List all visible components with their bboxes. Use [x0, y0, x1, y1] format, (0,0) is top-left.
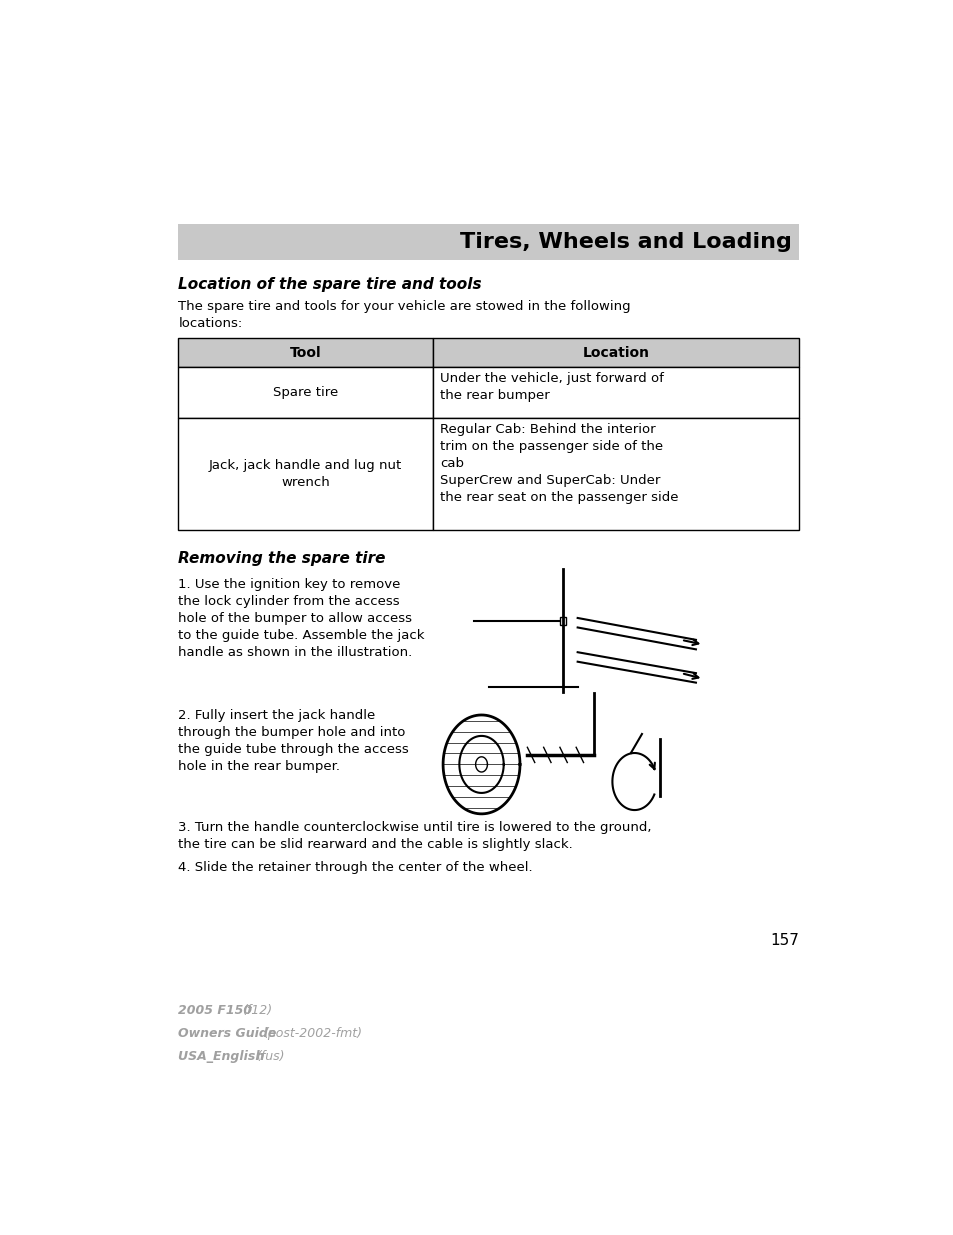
Text: Owners Guide: Owners Guide	[178, 1026, 281, 1040]
Bar	[178, 367, 433, 419]
Text: 2005 F150: 2005 F150	[178, 1004, 256, 1018]
Bar	[178, 338, 433, 367]
Text: (f12): (f12)	[241, 1004, 272, 1018]
Bar	[433, 367, 799, 419]
Text: 1. Use the ignition key to remove
the lock cylinder from the access
hole of the : 1. Use the ignition key to remove the lo…	[178, 578, 424, 659]
Text: The spare tire and tools for your vehicle are stowed in the following
locations:: The spare tire and tools for your vehicl…	[178, 300, 630, 330]
Bar	[433, 338, 799, 367]
Bar	[178, 225, 799, 261]
Text: (fus): (fus)	[255, 1050, 284, 1062]
Text: Tool: Tool	[290, 346, 321, 359]
Text: Location: Location	[582, 346, 649, 359]
Text: Spare tire: Spare tire	[273, 387, 338, 399]
Bar	[178, 419, 433, 531]
Text: 4. Slide the retainer through the center of the wheel.: 4. Slide the retainer through the center…	[178, 862, 533, 874]
Text: Jack, jack handle and lug nut
wrench: Jack, jack handle and lug nut wrench	[209, 459, 402, 489]
Text: Location of the spare tire and tools: Location of the spare tire and tools	[178, 277, 481, 291]
Text: 3. Turn the handle counterclockwise until tire is lowered to the ground,
the tir: 3. Turn the handle counterclockwise unti…	[178, 821, 651, 851]
Bar	[559, 616, 565, 625]
Text: Removing the spare tire: Removing the spare tire	[178, 551, 386, 567]
Text: (post-2002-fmt): (post-2002-fmt)	[262, 1026, 361, 1040]
Text: Regular Cab: Behind the interior
trim on the passenger side of the
cab
SuperCrew: Regular Cab: Behind the interior trim on…	[440, 424, 679, 504]
Text: Tires, Wheels and Loading: Tires, Wheels and Loading	[459, 232, 791, 252]
Text: Under the vehicle, just forward of
the rear bumper: Under the vehicle, just forward of the r…	[440, 372, 663, 401]
Bar	[433, 419, 799, 531]
Text: 157: 157	[770, 932, 799, 947]
Text: 2. Fully insert the jack handle
through the bumper hole and into
the guide tube : 2. Fully insert the jack handle through …	[178, 709, 409, 773]
Text: USA_English: USA_English	[178, 1050, 269, 1062]
